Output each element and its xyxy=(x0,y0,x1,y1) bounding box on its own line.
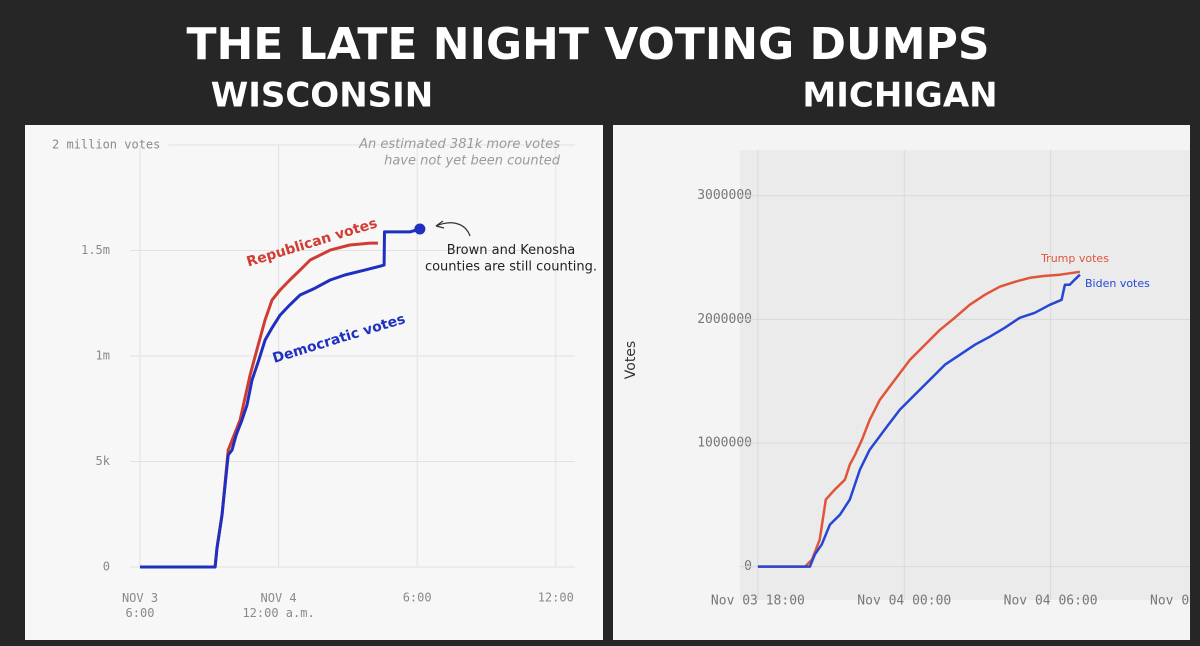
panel-title: WISCONSIN xyxy=(211,76,434,116)
x-tick-label: 6:00 xyxy=(403,591,432,605)
y-tick-label: 0 xyxy=(103,560,110,574)
michigan-chart: Nov 03 18:00 Nov 04 00:00 Nov 04 06:00 Nov … xyxy=(623,150,1200,609)
series-line xyxy=(757,270,1081,568)
y-tick-label: 2000000 xyxy=(697,312,752,327)
y-tick-label: 1.5m xyxy=(81,243,110,257)
series-line xyxy=(140,227,421,569)
x-tick-label: NOV 3 6:00 xyxy=(122,591,158,620)
annotation-arrow xyxy=(435,222,471,237)
plot-area xyxy=(740,150,1190,600)
x-tick-label: Nov 04 00:00 xyxy=(857,594,951,609)
x-tick-label: Nov 03 18:00 xyxy=(711,594,805,609)
x-tick-label: 12:00 xyxy=(538,591,574,605)
y-tick-label: 2 million votes xyxy=(52,138,160,152)
series-line xyxy=(757,273,1081,568)
annotation: An estimated 381k more votes have not yet… xyxy=(358,137,561,168)
y-axis-label: Votes xyxy=(623,341,639,379)
y-tick-label: 1m xyxy=(96,349,110,363)
annotation: Brown and Kenosha counties are still coun… xyxy=(425,243,597,274)
y-tick-label: 1000000 xyxy=(697,435,752,450)
x-tick-label: Nov 04 06:00 xyxy=(1004,594,1098,609)
arrow-head xyxy=(435,220,445,229)
x-tick-label: Nov 04 12:00 xyxy=(1150,594,1200,609)
panel-title: MICHIGAN xyxy=(802,76,997,116)
end-marker xyxy=(414,223,426,235)
y-tick-label: 5k xyxy=(96,454,111,468)
x-tick-label: NOV 4 12:00 a.m. xyxy=(242,591,314,620)
page-title: THE LATE NIGHT VOTING DUMPS xyxy=(186,19,989,70)
series-label: Biden votes xyxy=(1085,277,1150,290)
y-tick-label: 3000000 xyxy=(697,188,752,203)
panel xyxy=(25,125,603,640)
series-label: Trump votes xyxy=(1040,252,1109,265)
